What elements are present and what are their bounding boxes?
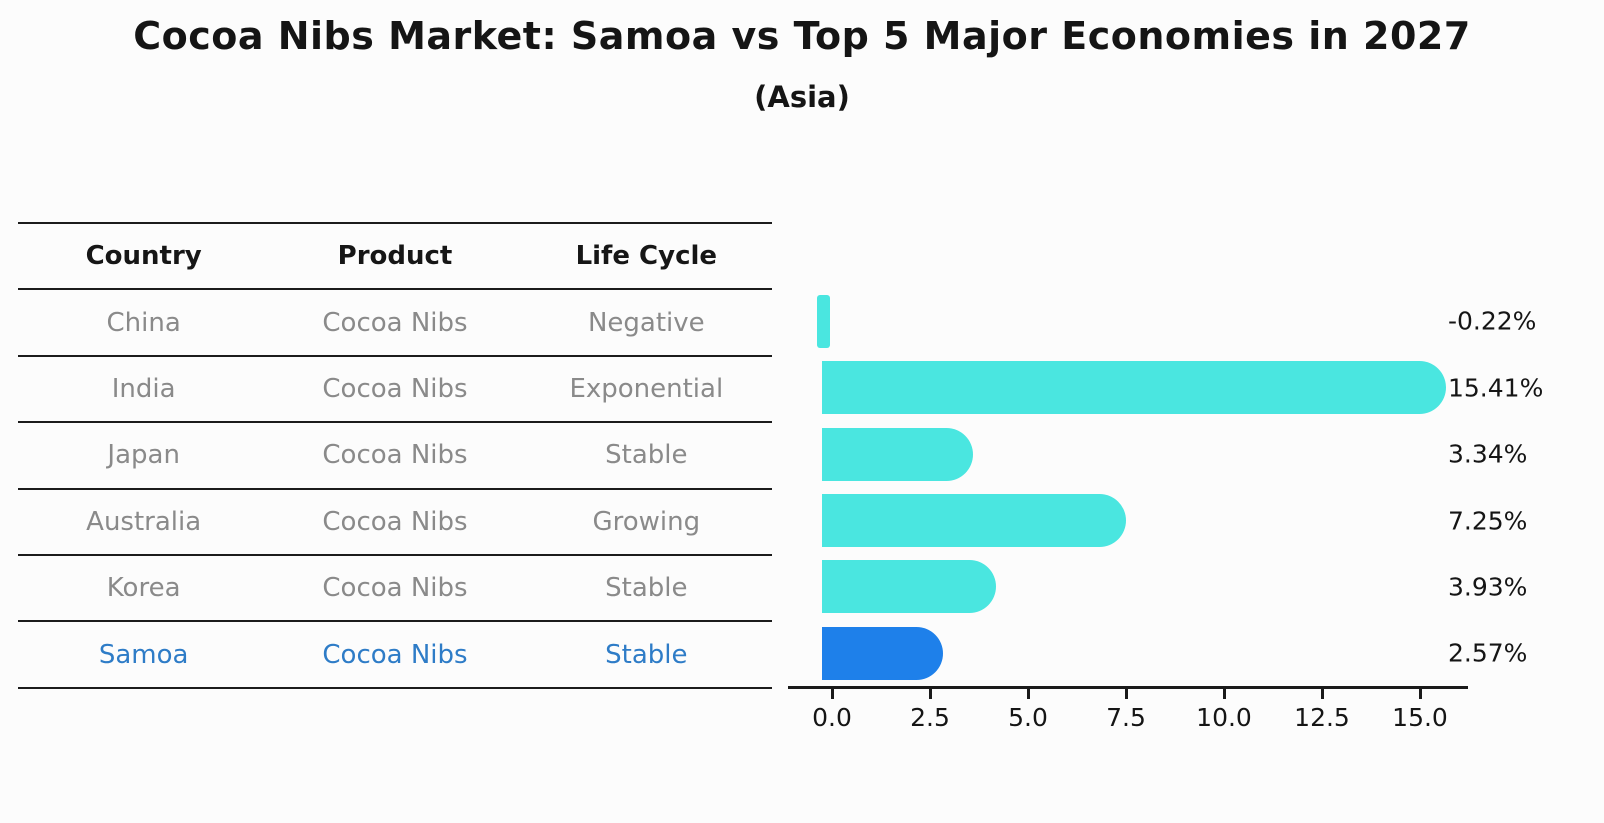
- cell-country: Japan: [107, 440, 180, 471]
- x-tick-label: 15.0: [1392, 703, 1448, 732]
- bar-korea: [822, 560, 997, 614]
- value-label-korea: 3.93%: [1448, 572, 1528, 602]
- x-tick-mark: [1124, 689, 1128, 699]
- table-row-india: India Cocoa Nibs Exponential: [18, 357, 772, 424]
- table-row-japan: Japan Cocoa Nibs Stable: [18, 423, 772, 490]
- x-tick-mark: [1320, 689, 1324, 699]
- cell-country: Samoa: [98, 639, 189, 670]
- x-tick-mark: [1418, 689, 1422, 699]
- x-tick-label: 10.0: [1196, 703, 1252, 732]
- column-header-country: Country: [85, 241, 202, 272]
- cell-lifecycle: Stable: [605, 440, 688, 471]
- bar-australia: [822, 494, 1127, 547]
- bar-samoa: [822, 626, 943, 680]
- comparison-table: Country Product Life Cycle China Cocoa Ni…: [18, 222, 772, 689]
- chart-title: Cocoa Nibs Market: Samoa vs Top 5 Major …: [133, 14, 1471, 58]
- value-label-china: -0.22%: [1448, 306, 1537, 336]
- x-tick-label: 0.0: [812, 703, 852, 732]
- x-tick-mark: [830, 689, 834, 699]
- x-tick-mark: [928, 689, 932, 699]
- table-row-korea: Korea Cocoa Nibs Stable: [18, 556, 772, 623]
- table-row-australia: Australia Cocoa Nibs Growing: [18, 490, 772, 556]
- x-tick-label: 7.5: [1106, 703, 1146, 732]
- cell-lifecycle: Growing: [592, 506, 701, 537]
- value-label-india: 15.41%: [1448, 373, 1544, 403]
- cell-country: Australia: [86, 506, 202, 537]
- cell-country: India: [111, 373, 176, 404]
- bar-china: [817, 294, 830, 348]
- chart-subtitle: (Asia): [754, 80, 850, 114]
- column-header-product: Product: [337, 241, 453, 272]
- value-label-japan: 3.34%: [1448, 439, 1528, 469]
- cell-lifecycle: Stable: [605, 573, 688, 604]
- bar-japan: [822, 427, 973, 481]
- x-tick-label: 5.0: [1008, 703, 1048, 732]
- bar-india: [822, 361, 1447, 415]
- cell-lifecycle: Exponential: [569, 373, 724, 404]
- x-axis-line: [788, 686, 1468, 689]
- cell-lifecycle: Stable: [605, 639, 688, 670]
- cell-product: Cocoa Nibs: [322, 440, 468, 471]
- cell-lifecycle: Negative: [587, 307, 705, 338]
- cell-country: China: [106, 307, 181, 338]
- cell-product: Cocoa Nibs: [322, 639, 468, 670]
- cell-product: Cocoa Nibs: [322, 506, 468, 537]
- x-tick-label: 2.5: [910, 703, 950, 732]
- table-body: China Cocoa Nibs Negative India Cocoa Nibs Ex…: [18, 290, 772, 689]
- value-label-samoa: 2.57%: [1448, 638, 1528, 668]
- table-row-samoa: Samoa Cocoa Nibs Stable: [18, 622, 772, 689]
- cell-product: Cocoa Nibs: [322, 307, 468, 338]
- cell-product: Cocoa Nibs: [322, 373, 468, 404]
- x-tick-label: 12.5: [1294, 703, 1350, 732]
- x-tick-mark: [1222, 689, 1226, 699]
- value-label-australia: 7.25%: [1448, 506, 1528, 535]
- table-header-row: Country Product Life Cycle: [18, 224, 772, 291]
- cell-country: Korea: [106, 573, 181, 604]
- table-row-china: China Cocoa Nibs Negative: [18, 290, 772, 357]
- x-tick-mark: [1026, 689, 1030, 699]
- column-header-lifecycle: Life Cycle: [575, 241, 718, 272]
- cell-product: Cocoa Nibs: [322, 573, 468, 604]
